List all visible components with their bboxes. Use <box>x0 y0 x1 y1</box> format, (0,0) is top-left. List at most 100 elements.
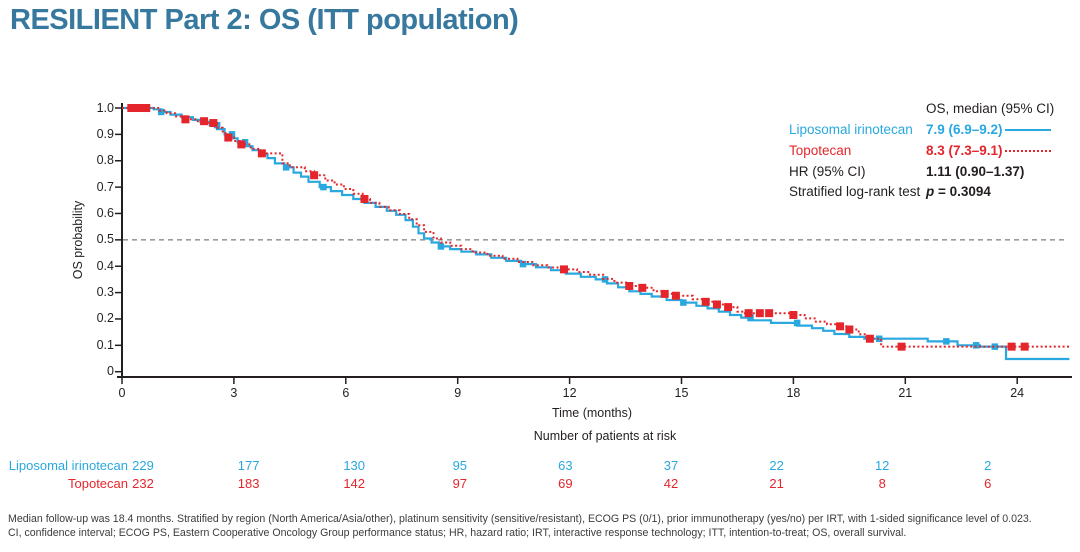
x-tick-label: 21 <box>898 386 913 400</box>
censor-mark <box>865 334 874 343</box>
censor-mark <box>560 265 569 274</box>
censor-mark <box>765 309 774 318</box>
at-risk-count: 63 <box>558 458 573 473</box>
censor-mark <box>320 183 327 191</box>
censor-mark <box>519 260 527 268</box>
censor-mark <box>724 303 733 312</box>
x-tick-label: 3 <box>230 386 238 400</box>
censor-mark <box>310 171 319 180</box>
dotted-line-sample <box>1005 150 1051 152</box>
censor-mark <box>157 108 165 116</box>
censor-mark <box>671 291 680 300</box>
legend-header: OS, median (95% CI) <box>926 101 1055 116</box>
at-risk-count: 229 <box>132 458 154 473</box>
censor-mark <box>701 297 710 306</box>
at-risk-count: 37 <box>663 458 679 473</box>
at-risk-count: 21 <box>769 476 784 491</box>
at-risk-count: 130 <box>343 458 366 473</box>
censor-mark <box>282 164 290 171</box>
censor-mark <box>237 140 246 149</box>
at-risk-count: 232 <box>132 476 154 491</box>
footnote-line-2: CI, confidence interval; ECOG PS, Easter… <box>8 526 907 539</box>
y-tick-label: 0.1 <box>96 337 114 352</box>
censor-mark <box>789 311 798 320</box>
page-title: RESILIENT Part 2: OS (ITT population) <box>10 4 519 36</box>
at-risk-count: 8 <box>878 476 886 491</box>
censor-mark <box>875 335 883 342</box>
at-risk-count: 177 <box>237 458 260 473</box>
censor-mark <box>200 117 209 126</box>
x-tick-label: 9 <box>454 386 462 400</box>
y-tick-label: 0.8 <box>96 153 114 168</box>
censor-mark <box>142 104 151 112</box>
censor-mark <box>845 325 854 334</box>
censor-mark <box>660 289 669 298</box>
at-risk-count: 183 <box>237 476 260 491</box>
at-risk-count: 22 <box>769 458 784 473</box>
legend-label-liposomal-irinotecan: Liposomal irinotecan <box>789 122 913 137</box>
at-risk-header: Number of patients at risk <box>533 429 677 443</box>
at-risk-count: 142 <box>343 476 366 491</box>
solid-line-sample <box>1005 129 1051 131</box>
at-risk-row-label-liposomal: Liposomal irinotecan <box>8 458 128 473</box>
y-tick-label: 0.2 <box>96 311 114 326</box>
x-tick-label: 12 <box>562 386 577 400</box>
censor-mark <box>943 338 950 345</box>
censor-mark <box>712 300 721 309</box>
censor-mark <box>755 309 764 318</box>
x-tick-label: 15 <box>674 386 689 400</box>
censor-mark <box>181 115 190 124</box>
censor-mark <box>134 104 143 112</box>
at-risk-count: 12 <box>874 458 890 473</box>
at-risk-count: 42 <box>663 476 679 491</box>
y-tick-label: 1.0 <box>96 100 114 115</box>
y-tick-label: 0.3 <box>96 285 114 300</box>
censor-mark <box>437 243 445 250</box>
y-axis-title: OS probability <box>71 200 85 280</box>
censor-mark <box>972 342 980 349</box>
p-number: = 0.3094 <box>934 184 991 199</box>
censor-mark <box>638 283 647 292</box>
at-risk-count: 2 <box>984 458 992 473</box>
legend-label-hr: HR (95% CI) <box>789 164 866 179</box>
censor-mark <box>680 299 687 306</box>
y-tick-label: 0 <box>107 364 114 379</box>
legend-value-pvalue: p = 0.3094 <box>926 184 991 199</box>
censor-mark <box>625 281 634 290</box>
at-risk-count: 95 <box>452 458 468 473</box>
x-axis-title: Time (months) <box>551 406 633 420</box>
at-risk-count: 69 <box>558 476 573 491</box>
y-tick-label: 0.4 <box>96 258 114 273</box>
censor-mark <box>744 309 753 318</box>
x-tick-label: 0 <box>118 386 126 400</box>
y-tick-label: 0.6 <box>96 205 114 220</box>
censor-mark <box>1020 342 1029 351</box>
censor-mark <box>209 119 218 128</box>
censor-mark <box>257 149 266 158</box>
censor-mark <box>897 342 906 351</box>
censor-mark <box>793 319 801 327</box>
legend-value-hr: 1.11 (0.90–1.37) <box>926 164 1025 179</box>
censor-mark <box>747 314 754 321</box>
legend-label-topotecan: Topotecan <box>789 143 852 158</box>
legend-label-logrank: Stratified log-rank test <box>789 184 921 199</box>
x-tick-label: 24 <box>1010 386 1025 400</box>
censor-mark <box>127 104 136 112</box>
legend-value-topotecan: 8.3 (7.3–9.1) <box>926 143 1003 158</box>
censor-mark <box>1007 342 1016 351</box>
censor-mark <box>224 133 233 142</box>
footnote-line-1: Median follow-up was 18.4 months. Strati… <box>8 513 1032 525</box>
censor-mark <box>360 194 369 203</box>
at-risk-count: 6 <box>984 476 992 491</box>
y-tick-label: 0.5 <box>96 232 114 247</box>
censor-mark <box>836 322 845 331</box>
censor-mark <box>601 276 609 283</box>
at-risk-count: 97 <box>452 476 468 491</box>
at-risk-row-label-topotecan: Topotecan <box>68 476 128 491</box>
x-tick-label: 18 <box>786 386 801 400</box>
p-symbol: p <box>926 184 935 199</box>
y-tick-label: 0.7 <box>96 179 114 194</box>
legend-value-liposomal-irinotecan: 7.9 (6.9–9.2) <box>926 122 1003 137</box>
y-tick-label: 0.9 <box>96 126 114 141</box>
